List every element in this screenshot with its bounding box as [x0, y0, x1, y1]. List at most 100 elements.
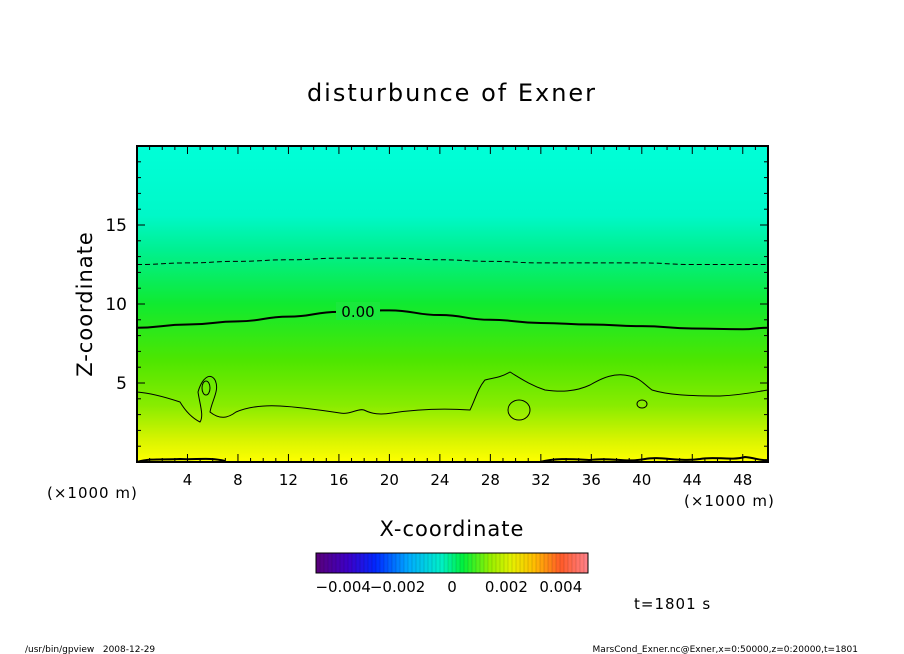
chart-title: disturbunce of Exner [307, 79, 597, 107]
y-tick-label: 10 [105, 295, 127, 315]
colorbar-swatch [540, 553, 545, 573]
y-tick-label: 5 [116, 374, 127, 394]
colorbar-swatch [396, 553, 401, 573]
x-tick-labels: 4 8 12 16 20 24 28 32 36 40 44 48 [183, 471, 753, 489]
contour-cell-left [201, 380, 211, 396]
colorbar-tick-label: 0.002 [485, 578, 528, 596]
contour-cell-right [636, 399, 648, 409]
colorbar-swatch [372, 553, 377, 573]
x-unit-left: (×1000 m) [47, 484, 138, 502]
colorbar-swatch [456, 553, 461, 573]
colorbar-swatch [464, 553, 469, 573]
colorbar-swatch [480, 553, 485, 573]
contour-lines [137, 257, 768, 462]
colorbar-swatch [572, 553, 577, 573]
colorbar-frame [315, 552, 589, 574]
colorbar-swatch [344, 553, 349, 573]
x-tick-label: 44 [683, 471, 702, 489]
colorbar-swatch [384, 553, 389, 573]
contour-cell-mid [507, 399, 531, 421]
y-tick-labels: 5 10 15 [105, 216, 127, 394]
x-tick-label: 24 [430, 471, 449, 489]
colorbar-swatch [532, 553, 537, 573]
colorbar-swatch [432, 553, 437, 573]
colorbar-swatch [380, 553, 385, 573]
colorbar-swatch [376, 553, 381, 573]
colorbar-swatch [392, 553, 397, 573]
colorbar-swatch [320, 553, 325, 573]
colorbar-swatch [388, 553, 393, 573]
colorbar-swatch [500, 553, 505, 573]
colorbar-swatch [368, 553, 373, 573]
colorbar-swatch [576, 553, 581, 573]
colorbar-swatch [452, 553, 457, 573]
colorbar-swatch [536, 553, 541, 573]
footer-left: /usr/bin/gpview 2008-12-29 [25, 645, 155, 654]
y-axis-label: Z-coordinate [73, 231, 97, 377]
colorbar-swatch [428, 553, 433, 573]
colorbar-swatch [556, 553, 561, 573]
colorbar-swatch [488, 553, 493, 573]
x-axis-label: X-coordinate [380, 517, 525, 541]
tick-marks [137, 146, 768, 462]
colorbar-swatch [424, 553, 429, 573]
colorbar-swatch [412, 553, 417, 573]
x-tick-label: 8 [233, 471, 243, 489]
colorbar-swatch [544, 553, 549, 573]
colorbar-swatch [476, 553, 481, 573]
colorbar-swatch [520, 553, 525, 573]
colorbar-swatch [328, 553, 333, 573]
colorbar-swatch [504, 553, 509, 573]
colorbar-swatch [484, 553, 489, 573]
colorbar-swatch [408, 553, 413, 573]
colorbar-swatch [440, 553, 445, 573]
colorbar-swatch [336, 553, 341, 573]
x-tick-label: 4 [183, 471, 193, 489]
colorbar-swatch [360, 553, 365, 573]
x-unit-right: (×1000 m) [684, 492, 775, 510]
colorbar-swatch [472, 553, 477, 573]
colorbar-swatch [436, 553, 441, 573]
x-tick-label: 36 [582, 471, 601, 489]
dashed-contour [137, 257, 768, 265]
contour-bottom [137, 455, 768, 462]
contour-label-bg [336, 302, 380, 320]
colorbar-swatch [340, 553, 345, 573]
colorbar-swatch [444, 553, 449, 573]
x-tick-label: 40 [632, 471, 651, 489]
x-tick-label: 20 [380, 471, 399, 489]
y-tick-label: 15 [105, 216, 127, 236]
colorbar-swatch [508, 553, 513, 573]
colorbar-swatch [416, 553, 421, 573]
colorbar-swatch [356, 553, 361, 573]
colorbar-tick-label: −0.004 [315, 578, 371, 596]
colorbar-swatch [400, 553, 405, 573]
colorbar-swatch [528, 553, 533, 573]
contour-label: 0.00 [341, 303, 374, 321]
colorbar-swatch [516, 553, 521, 573]
colorbar-swatch [404, 553, 409, 573]
colorbar-swatch [420, 553, 425, 573]
colorbar-swatch [316, 553, 321, 573]
colorbar-swatch [564, 553, 569, 573]
colorbar-swatch [468, 553, 473, 573]
colorbar-tick-label: 0 [447, 578, 457, 596]
colorbar-swatch [552, 553, 557, 573]
colorbar-swatch [460, 553, 465, 573]
colorbar-labels: −0.004−0.002 0 0.002 0.004 [315, 578, 582, 596]
colorbar-swatch [580, 553, 585, 573]
colorbar-tick-label: 0.004 [539, 578, 582, 596]
colorbar-tick-label: −0.002 [370, 578, 426, 596]
x-tick-label: 16 [329, 471, 348, 489]
colorbar-swatch [548, 553, 553, 573]
time-label: t=1801 s [634, 595, 711, 613]
x-tick-label: 32 [531, 471, 550, 489]
colorbar-swatch [524, 553, 529, 573]
colorbar-swatch [496, 553, 501, 573]
colorbar [315, 553, 589, 573]
colorbar-swatch [448, 553, 453, 573]
footer-right: MarsCond_Exner.nc@Exner,x=0:50000,z=0:20… [593, 645, 858, 654]
colorbar-swatch [512, 553, 517, 573]
colorbar-swatch [364, 553, 369, 573]
